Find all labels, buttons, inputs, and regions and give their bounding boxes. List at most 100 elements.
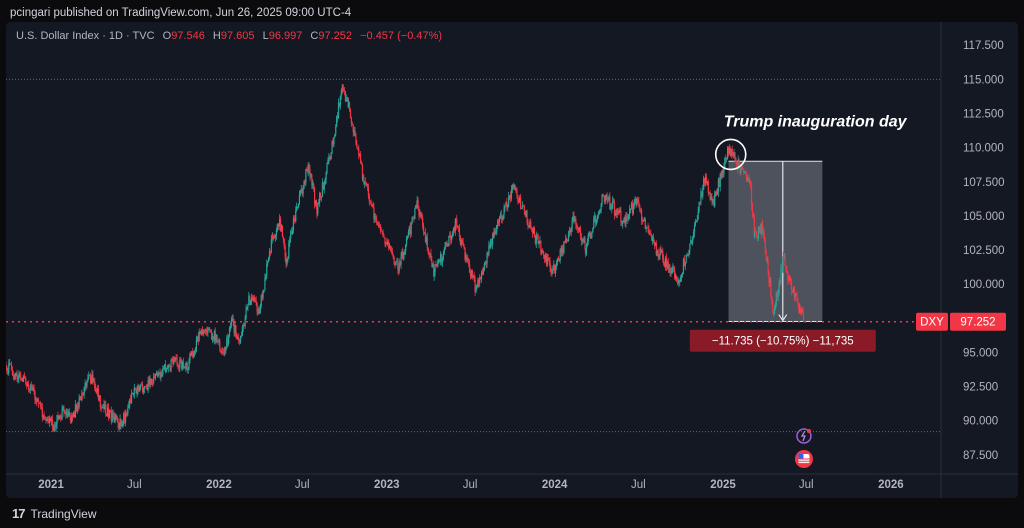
candle-body [216, 334, 218, 342]
candle-body [138, 386, 140, 391]
candle-body [543, 255, 546, 259]
candle-body [410, 222, 412, 235]
candle-body [287, 256, 289, 260]
candle-body [100, 406, 102, 408]
candle-body [150, 378, 152, 383]
candle-body [182, 362, 185, 369]
candle-body [164, 364, 167, 373]
candle-body [488, 245, 490, 255]
candle-body [443, 249, 445, 253]
candle-body [58, 416, 60, 419]
candle-body [652, 237, 655, 243]
candle-body [583, 238, 585, 242]
candle-body [714, 194, 716, 207]
candle-body [229, 325, 232, 329]
candle-body [581, 239, 583, 242]
chart-panel[interactable]: 87.500 90.000 92.500 95.000 100.000 102.500 10… [6, 22, 1018, 498]
candle-body [394, 264, 396, 266]
candle-body [442, 252, 444, 259]
candle-body [30, 385, 32, 388]
candle-body [778, 281, 780, 292]
candle-body [103, 404, 105, 410]
candle-body [577, 229, 580, 231]
candle-body [666, 262, 668, 268]
candle-body [404, 251, 406, 254]
candle-body [668, 268, 670, 270]
candle-body [518, 200, 520, 203]
candle-body [487, 252, 489, 255]
candle-body [251, 297, 254, 300]
candle-body [421, 216, 423, 219]
candle-body [262, 291, 264, 298]
candle-body [455, 218, 457, 220]
low-label: L [262, 30, 269, 42]
candle-body [635, 199, 637, 206]
candle-body [748, 177, 750, 179]
candle-body [234, 325, 236, 334]
candle-body [685, 254, 687, 263]
candle-body [439, 259, 441, 263]
candle-body [190, 352, 192, 355]
candle-body [17, 378, 19, 380]
price-chart[interactable]: 87.500 90.000 92.500 95.000 100.000 102.500 10… [6, 22, 1018, 498]
candle-body [381, 231, 383, 233]
candle-body [449, 234, 451, 237]
candle-body [79, 397, 81, 399]
candle-body [655, 242, 657, 256]
candle-body [250, 297, 253, 301]
x-tick-label: Jul [127, 479, 142, 491]
candle-body [243, 324, 245, 326]
candle-body [726, 158, 728, 160]
candle-body [25, 378, 27, 384]
candle-body [261, 295, 263, 298]
candle-body [124, 413, 126, 423]
candle-body [10, 364, 13, 370]
candle-body [27, 384, 30, 390]
candle-body [614, 212, 616, 216]
candle-body [145, 386, 147, 388]
candle-body [547, 257, 549, 260]
candle-body [118, 426, 120, 428]
candle-body [228, 328, 231, 336]
candle-body [57, 415, 59, 419]
candle-body [761, 223, 763, 235]
candle-body [343, 90, 346, 92]
candle-body [315, 200, 318, 207]
candle-body [447, 243, 449, 247]
candle-body [283, 239, 285, 247]
candle-body [339, 95, 341, 107]
candle-body [254, 300, 256, 302]
candle-body [378, 224, 381, 226]
candle-body [446, 243, 448, 245]
candle-body [107, 407, 110, 418]
candle-body [448, 236, 450, 247]
candle-body [524, 210, 526, 216]
tradingview-brand[interactable]: 17 TradingView [12, 506, 97, 521]
candle-body [633, 200, 635, 207]
candle-body [548, 259, 550, 262]
candle-body [755, 231, 757, 233]
candle-body [789, 278, 791, 281]
candle-body [80, 397, 82, 400]
candle-body [162, 368, 164, 375]
candle-body [81, 393, 83, 400]
candle-body [741, 168, 743, 170]
candle-body [304, 181, 306, 183]
candle-body [347, 97, 349, 107]
candle-body [415, 205, 417, 209]
candle-body [468, 263, 471, 273]
candle-body [532, 228, 535, 234]
candle-body [494, 231, 496, 233]
candle-body [385, 242, 387, 244]
candle-body [509, 195, 512, 199]
candle-body [637, 199, 639, 202]
candle-body [374, 216, 376, 220]
candle-body [6, 366, 7, 368]
candle-body [279, 218, 282, 231]
candle-body [772, 300, 774, 311]
candle-body [95, 388, 97, 392]
candle-body [141, 384, 143, 386]
candle-body [134, 387, 136, 390]
candle-body [643, 218, 645, 222]
candle-body [222, 352, 225, 354]
